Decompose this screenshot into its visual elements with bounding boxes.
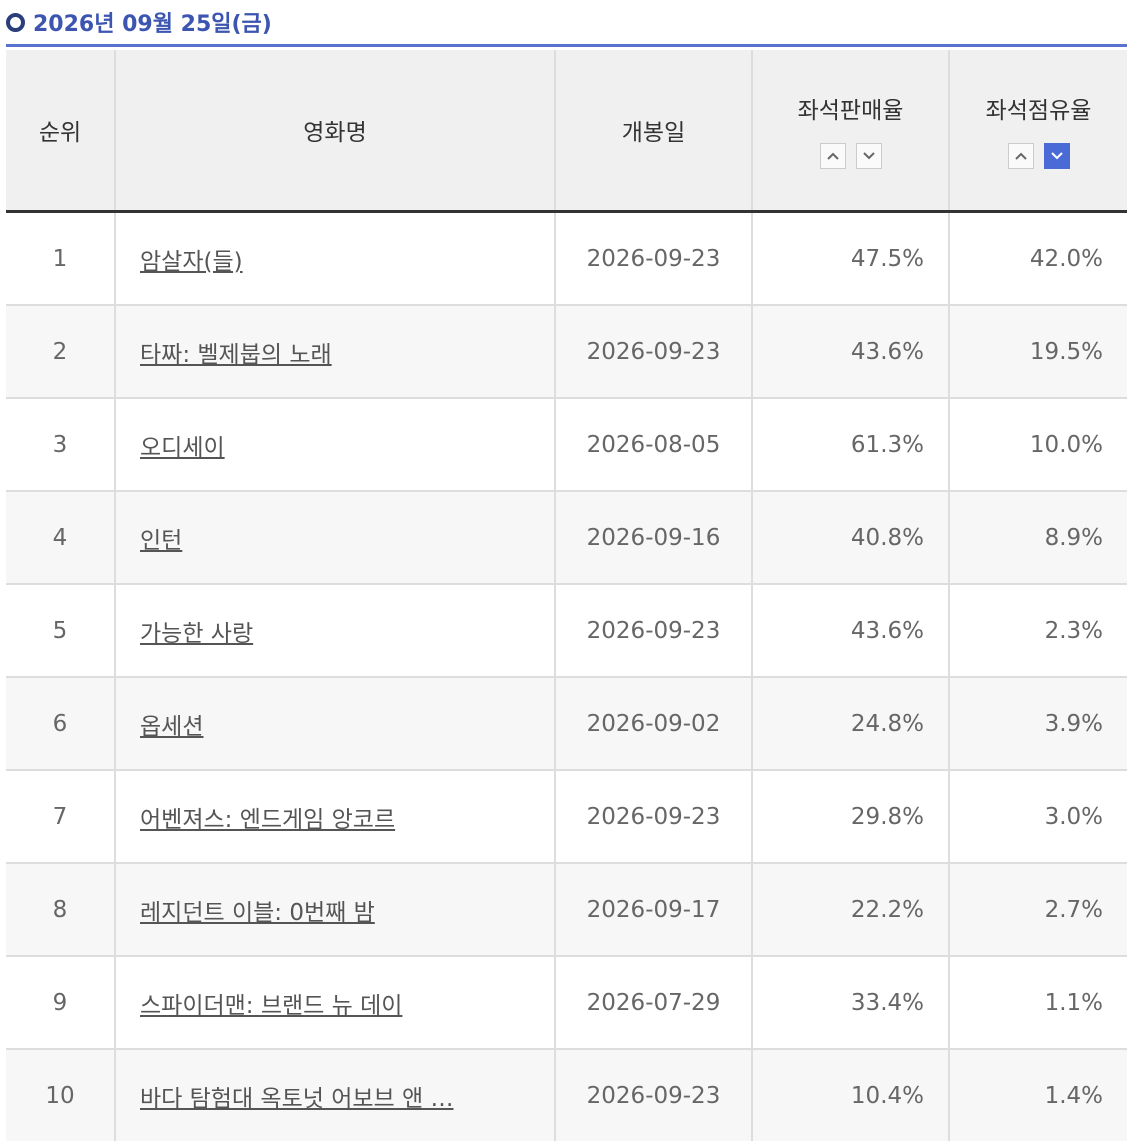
movie-title[interactable]: 어벤져스: 엔드게임 앙코르 xyxy=(140,807,395,833)
divider xyxy=(6,44,1127,47)
movie-title[interactable]: 레지던트 이블: 0번째 밤 xyxy=(140,900,375,926)
movie-title[interactable]: 옵세션 xyxy=(140,714,203,740)
rank: 10 xyxy=(6,1049,115,1141)
circle-icon xyxy=(6,13,25,32)
release-date: 2026-09-16 xyxy=(555,491,752,584)
release-date: 2026-07-29 xyxy=(555,956,752,1049)
date-header: 2026년 09월 25일(금) xyxy=(0,0,1127,44)
release-date: 2026-08-05 xyxy=(555,398,752,491)
column-header: 좌석판매율 xyxy=(752,50,949,212)
seat-share: 2.7% xyxy=(949,863,1127,956)
sort-buttons xyxy=(754,143,947,169)
title-cell: 어벤져스: 엔드게임 앙코르 xyxy=(115,770,555,863)
seat-sales-rate: 10.4% xyxy=(752,1049,949,1141)
release-date: 2026-09-23 xyxy=(555,305,752,398)
rank: 1 xyxy=(6,212,115,306)
movie-title[interactable]: 바다 탐험대 옥토넛 어보브 앤 … xyxy=(140,1086,453,1112)
release-date: 2026-09-02 xyxy=(555,677,752,770)
movie-title[interactable]: 스파이더맨: 브랜드 뉴 데이 xyxy=(140,993,402,1019)
rank: 4 xyxy=(6,491,115,584)
seat-share: 1.4% xyxy=(949,1049,1127,1141)
seat-sales-rate: 29.8% xyxy=(752,770,949,863)
title-cell: 타짜: 벨제붑의 노래 xyxy=(115,305,555,398)
rank: 9 xyxy=(6,956,115,1049)
sort-asc-button[interactable] xyxy=(820,143,846,169)
sort-desc-button[interactable] xyxy=(856,143,882,169)
rank: 6 xyxy=(6,677,115,770)
seat-sales-rate: 33.4% xyxy=(752,956,949,1049)
title-cell: 바다 탐험대 옥토넛 어보브 앤 … xyxy=(115,1049,555,1141)
seat-share: 3.0% xyxy=(949,770,1127,863)
seat-sales-rate: 47.5% xyxy=(752,212,949,306)
seat-sales-rate: 24.8% xyxy=(752,677,949,770)
sort-asc-button[interactable] xyxy=(1008,143,1034,169)
column-header: 개봉일 xyxy=(555,50,752,212)
seat-sales-rate: 22.2% xyxy=(752,863,949,956)
column-header: 영화명 xyxy=(115,50,555,212)
column-label: 개봉일 xyxy=(557,113,750,147)
rank: 5 xyxy=(6,584,115,677)
seat-sales-rate: 61.3% xyxy=(752,398,949,491)
title-cell: 레지던트 이블: 0번째 밤 xyxy=(115,863,555,956)
column-label: 좌석판매율 xyxy=(754,91,947,125)
title-cell: 가능한 사랑 xyxy=(115,584,555,677)
seat-share: 3.9% xyxy=(949,677,1127,770)
release-date: 2026-09-23 xyxy=(555,770,752,863)
page: html, body { margin: 0; padding: 0; } bo… xyxy=(0,0,1127,1117)
seat-sales-rate: 43.6% xyxy=(752,584,949,677)
seat-share: 19.5% xyxy=(949,305,1127,398)
movie-title[interactable]: 암살자(들) xyxy=(140,249,243,275)
column-header: 순위 xyxy=(6,50,115,212)
sort-desc-button[interactable] xyxy=(1044,143,1070,169)
seat-sales-rate: 40.8% xyxy=(752,491,949,584)
rank: 8 xyxy=(6,863,115,956)
column-label: 좌석점유율 xyxy=(951,91,1126,125)
movie-title[interactable]: 타짜: 벨제붑의 노래 xyxy=(140,342,332,368)
seat-sales-rate: 43.6% xyxy=(752,305,949,398)
movie-title[interactable]: 오디세이 xyxy=(140,435,225,461)
date-title: 2026년 09월 25일(금) xyxy=(33,6,272,38)
release-date: 2026-09-17 xyxy=(555,863,752,956)
rank: 2 xyxy=(6,305,115,398)
release-date: 2026-09-23 xyxy=(555,212,752,306)
movie-title[interactable]: 가능한 사랑 xyxy=(140,621,253,647)
title-cell: 스파이더맨: 브랜드 뉴 데이 xyxy=(115,956,555,1049)
seat-share: 1.1% xyxy=(949,956,1127,1049)
seat-share: 8.9% xyxy=(949,491,1127,584)
column-label: 영화명 xyxy=(117,113,553,147)
rank: 7 xyxy=(6,770,115,863)
seat-share: 2.3% xyxy=(949,584,1127,677)
seat-share: 42.0% xyxy=(949,212,1127,306)
seat-share: 10.0% xyxy=(949,398,1127,491)
title-cell: 인턴 xyxy=(115,491,555,584)
title-cell: 암살자(들) xyxy=(115,212,555,306)
release-date: 2026-09-23 xyxy=(555,1049,752,1141)
rank: 3 xyxy=(6,398,115,491)
title-cell: 옵세션 xyxy=(115,677,555,770)
column-header: 좌석점유율 xyxy=(949,50,1127,212)
release-date: 2026-09-23 xyxy=(555,584,752,677)
movie-title[interactable]: 인턴 xyxy=(140,528,182,554)
title-cell: 오디세이 xyxy=(115,398,555,491)
sort-buttons xyxy=(951,143,1126,169)
column-label: 순위 xyxy=(7,113,113,147)
